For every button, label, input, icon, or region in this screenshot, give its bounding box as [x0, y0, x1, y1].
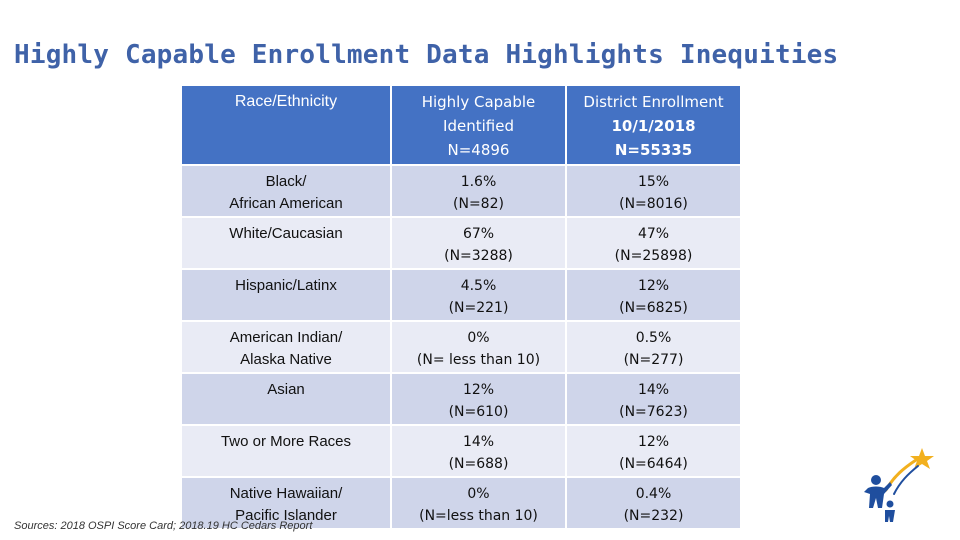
header-race-ethnicity: Race/Ethnicity	[180, 84, 392, 166]
district-count: (N=8016)	[619, 196, 688, 212]
header-hc-count: N=4896	[447, 141, 510, 159]
district-cell: 14% (N=7623)	[565, 372, 742, 426]
district-count: (N=6825)	[619, 300, 688, 316]
district-count: (N=7623)	[619, 404, 688, 420]
hc-cell: 0% (N= less than 10)	[390, 320, 567, 374]
header-district-enrollment: District Enrollment 10/1/2018 N=55335	[565, 84, 742, 166]
hc-percent: 67%	[462, 226, 495, 242]
hc-percent: 4.5%	[460, 278, 497, 294]
child-reaching-star-logo-icon	[864, 448, 934, 522]
district-count: (N=277)	[623, 352, 684, 368]
race-line1: Asian	[267, 381, 305, 398]
race-line2: Pacific Islander	[235, 507, 337, 524]
table-row: Asian 12% (N=610) 14% (N=7623)	[180, 372, 742, 426]
hc-cell: 67% (N=3288)	[390, 216, 567, 270]
hc-count: (N=less than 10)	[419, 508, 538, 524]
race-line2: Alaska Native	[240, 351, 332, 368]
table-row: White/Caucasian 67% (N=3288) 47% (N=25898)	[180, 216, 742, 270]
district-cell: 47% (N=25898)	[565, 216, 742, 270]
slide-title: Highly Capable Enrollment Data Highlight…	[14, 40, 839, 70]
race-line1: White/Caucasian	[229, 225, 343, 242]
header-hc-line2: Identified	[443, 117, 514, 135]
hc-cell: 14% (N=688)	[390, 424, 567, 478]
race-line1: Hispanic/Latinx	[235, 277, 337, 294]
hc-cell: 1.6% (N=82)	[390, 164, 567, 218]
district-cell: 12% (N=6825)	[565, 268, 742, 322]
race-cell: American Indian/Alaska Native	[180, 320, 392, 374]
star-icon	[910, 448, 934, 469]
hc-count: (N=688)	[448, 456, 509, 472]
hc-count: (N=82)	[453, 196, 504, 212]
header-hc-line1: Highly Capable	[421, 93, 536, 111]
hc-count: (N=3288)	[444, 248, 513, 264]
district-percent: 12%	[637, 434, 670, 450]
race-cell: Two or More Races	[180, 424, 392, 478]
race-line1: Native Hawaiian/	[229, 485, 343, 502]
hc-percent: 0%	[467, 330, 490, 346]
header-race-label: Race/Ethnicity	[234, 93, 338, 110]
race-line1: Black/	[265, 173, 307, 190]
table-row: Black/African American 1.6% (N=82) 15% (N=…	[180, 164, 742, 218]
hc-percent: 0%	[467, 486, 490, 502]
district-percent: 15%	[637, 174, 670, 190]
source-note: Sources: 2018 OSPI Score Card; 2018.19 H…	[14, 520, 313, 532]
hc-cell: 4.5% (N=221)	[390, 268, 567, 322]
table-row: American Indian/Alaska Native 0% (N= less…	[180, 320, 742, 374]
race-line1: American Indian/	[229, 329, 343, 346]
district-percent: 47%	[637, 226, 670, 242]
race-cell: Black/African American	[180, 164, 392, 218]
district-count: (N=232)	[623, 508, 684, 524]
district-cell: 15% (N=8016)	[565, 164, 742, 218]
hc-count: (N= less than 10)	[416, 352, 541, 368]
race-cell: White/Caucasian	[180, 216, 392, 270]
hc-percent: 14%	[462, 434, 495, 450]
table-row: Hispanic/Latinx 4.5% (N=221) 12% (N=6825)	[180, 268, 742, 322]
hc-count: (N=610)	[448, 404, 509, 420]
race-cell: Hispanic/Latinx	[180, 268, 392, 322]
race-line1: Two or More Races	[220, 433, 352, 450]
table-row: Native Hawaiian/Pacific Islander 0% (N=le…	[180, 476, 742, 530]
header-highly-capable: Highly Capable Identified N=4896	[390, 84, 567, 166]
district-percent: 0.4%	[635, 486, 672, 502]
race-line2: African American	[229, 195, 343, 212]
district-percent: 12%	[637, 278, 670, 294]
race-cell: Asian	[180, 372, 392, 426]
district-count: (N=6464)	[619, 456, 688, 472]
header-district-count: N=55335	[614, 141, 693, 159]
district-percent: 14%	[637, 382, 670, 398]
enrollment-table: Race/Ethnicity Highly Capable Identified…	[180, 84, 742, 530]
table-header-row: Race/Ethnicity Highly Capable Identified…	[180, 84, 742, 166]
district-cell: 0.4% (N=232)	[565, 476, 742, 530]
district-cell: 12% (N=6464)	[565, 424, 742, 478]
hc-count: (N=221)	[448, 300, 509, 316]
hc-cell: 12% (N=610)	[390, 372, 567, 426]
header-district-line1: District Enrollment	[583, 93, 724, 111]
table-row: Two or More Races 14% (N=688) 12% (N=6464)	[180, 424, 742, 478]
district-count: (N=25898)	[614, 248, 693, 264]
hc-percent: 12%	[462, 382, 495, 398]
district-cell: 0.5% (N=277)	[565, 320, 742, 374]
race-cell: Native Hawaiian/Pacific Islander	[180, 476, 392, 530]
district-percent: 0.5%	[635, 330, 672, 346]
hc-cell: 0% (N=less than 10)	[390, 476, 567, 530]
hc-percent: 1.6%	[460, 174, 497, 190]
header-district-date: 10/1/2018	[611, 117, 696, 135]
